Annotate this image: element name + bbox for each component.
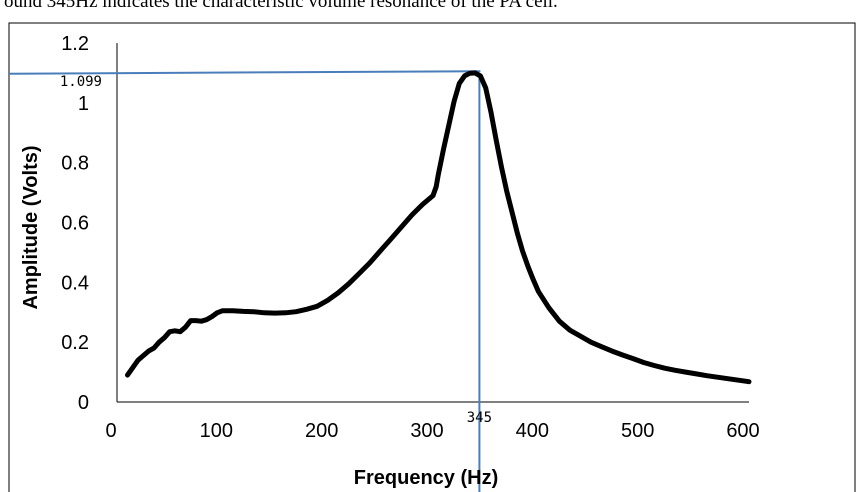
- x-tick-label: 100: [200, 420, 233, 442]
- y-tick-label: 0.2: [61, 332, 89, 354]
- x-tick-label: 300: [410, 420, 443, 442]
- x-tick-label: 500: [621, 420, 654, 442]
- y-tick-label: 1: [78, 93, 89, 115]
- y-tick-label: 0.8: [61, 153, 89, 175]
- x-tick-label: 200: [305, 420, 338, 442]
- x-tick-labels: 0 100 200 300 400 500 600: [105, 420, 759, 442]
- chart-border: [8, 22, 856, 492]
- x-tick-label: 400: [516, 420, 549, 442]
- y-tick-label: 0.6: [61, 213, 89, 235]
- x-axis-title: Frequency (Hz): [354, 467, 498, 489]
- y-tick-label: 0: [78, 392, 89, 414]
- peak-horizontal-marker-line: [8, 70, 481, 75]
- x-tick-label: 0: [105, 420, 116, 442]
- y-tick-label: 0.4: [61, 272, 89, 294]
- peak-amplitude-label: 1.099: [60, 74, 102, 90]
- y-tick-label: 1.2: [61, 33, 89, 55]
- figure-caption: ound 345Hz indicates the characteristic …: [4, 0, 558, 12]
- amplitude-series-line: [125, 70, 752, 385]
- peak-frequency-label: 345: [467, 410, 492, 426]
- y-axis-title: Amplitude (Volts): [20, 145, 42, 309]
- x-tick-label: 600: [726, 420, 759, 442]
- y-tick-labels: 0 0.2 0.4 0.6 0.8 1 1.2: [61, 33, 89, 414]
